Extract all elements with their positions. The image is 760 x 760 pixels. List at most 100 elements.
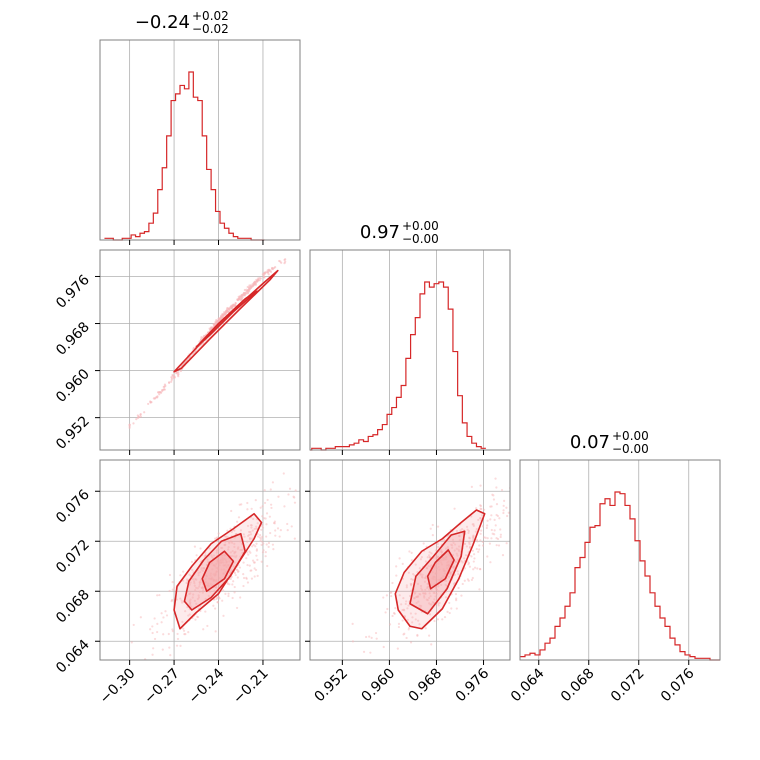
sample-dot xyxy=(401,619,404,622)
sample-dot xyxy=(261,515,264,518)
sample-dot xyxy=(477,518,480,522)
sample-dot xyxy=(468,545,472,549)
sample-dot xyxy=(430,564,433,567)
sample-dot xyxy=(201,569,204,572)
sample-dot xyxy=(405,661,407,663)
sample-dot xyxy=(218,317,222,320)
sample-dot xyxy=(151,653,154,656)
sample-dot xyxy=(270,503,273,506)
sample-dot xyxy=(229,551,232,554)
sample-dot xyxy=(417,600,420,603)
sample-dot xyxy=(250,577,254,580)
sample-dot xyxy=(188,573,191,576)
sample-dot xyxy=(476,567,479,570)
sample-dot xyxy=(446,545,449,549)
sample-dot xyxy=(233,542,236,545)
sample-dot xyxy=(414,612,417,615)
sample-dot xyxy=(400,603,403,606)
sample-dot xyxy=(391,614,394,618)
sample-dot xyxy=(444,583,447,586)
sample-dot xyxy=(472,523,475,526)
sample-dot xyxy=(214,630,217,633)
sample-dot xyxy=(490,514,493,517)
sample-dot xyxy=(421,576,424,579)
sample-dot xyxy=(236,298,240,301)
sample-dot xyxy=(408,626,411,629)
sample-dot xyxy=(215,549,219,552)
sample-dot xyxy=(473,566,477,569)
sample-dot xyxy=(233,561,236,564)
sample-dot xyxy=(495,513,498,517)
sample-dot xyxy=(242,533,245,536)
sample-dot xyxy=(416,633,419,637)
histogram-p0 xyxy=(104,71,265,241)
contour-inner xyxy=(201,550,235,593)
sample-dot xyxy=(236,520,239,523)
sample-dot xyxy=(452,541,455,545)
sample-dot xyxy=(175,644,179,647)
sample-dot xyxy=(461,528,464,531)
sample-dot xyxy=(287,493,290,496)
sample-dot xyxy=(491,532,494,535)
sample-dot xyxy=(467,531,470,534)
sample-dot xyxy=(384,611,387,614)
sample-dot xyxy=(500,488,504,492)
sample-dot xyxy=(261,535,264,539)
sample-dot xyxy=(495,503,499,506)
sample-dot xyxy=(250,526,253,529)
sample-dot xyxy=(486,524,489,527)
sample-dot xyxy=(199,547,202,550)
sample-dot xyxy=(170,380,173,383)
sample-dot xyxy=(431,534,434,537)
sample-dot xyxy=(421,592,425,595)
sample-dot xyxy=(278,535,281,538)
sample-dot xyxy=(188,600,191,603)
sample-dot xyxy=(173,376,176,379)
sample-dot xyxy=(243,288,246,292)
sample-dot xyxy=(246,551,249,554)
sample-dot xyxy=(267,273,270,276)
sample-dot xyxy=(455,547,458,550)
sample-dot xyxy=(263,501,267,505)
sample-dot xyxy=(195,578,198,581)
sample-dot xyxy=(233,555,236,558)
sample-dot xyxy=(265,543,268,546)
sample-dot xyxy=(164,610,167,613)
sample-dot xyxy=(200,566,203,570)
panel-frame-0-0 xyxy=(99,39,301,241)
sample-dot xyxy=(436,545,440,549)
sample-dot xyxy=(162,616,165,619)
sample-dot xyxy=(263,489,266,492)
sample-dot xyxy=(410,551,413,554)
sample-dot xyxy=(480,529,483,532)
y-tick-label-p2: 0.064 xyxy=(53,637,93,677)
sample-dot xyxy=(182,570,185,573)
sample-dot xyxy=(198,590,201,593)
y-tick-label-p2: 0.068 xyxy=(53,587,93,627)
sample-dot xyxy=(470,555,473,558)
sample-dot xyxy=(153,637,157,641)
sample-dot xyxy=(195,602,198,605)
sample-dot xyxy=(225,535,228,538)
sample-dot xyxy=(256,558,259,561)
sample-dot xyxy=(254,281,257,284)
sample-dot xyxy=(227,540,230,544)
sample-dot xyxy=(192,580,196,583)
y-tick-label-p2: 0.076 xyxy=(53,487,93,527)
sample-dot xyxy=(427,554,431,557)
sample-dot xyxy=(479,504,482,507)
sample-dot xyxy=(207,594,210,597)
sample-dot xyxy=(173,586,176,589)
sample-dot xyxy=(420,604,423,608)
sample-dot xyxy=(418,623,421,626)
sample-dot xyxy=(259,533,262,537)
sample-dot xyxy=(158,393,161,396)
sample-dot xyxy=(460,594,463,597)
sample-dot xyxy=(156,622,159,626)
sample-dot xyxy=(249,530,252,534)
sample-dot xyxy=(420,556,423,559)
sample-dot xyxy=(433,591,436,595)
sample-dot xyxy=(155,395,158,399)
sample-dot xyxy=(171,628,174,631)
sample-dot xyxy=(389,591,392,594)
